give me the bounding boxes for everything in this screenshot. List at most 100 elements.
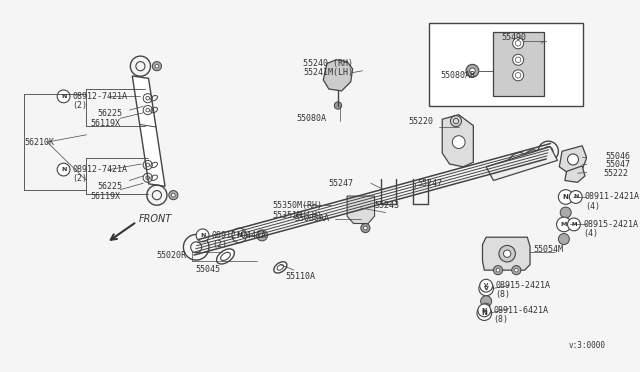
Text: 55350M(RH): 55350M(RH)	[272, 201, 322, 210]
Text: 08912-7421A: 08912-7421A	[73, 92, 128, 101]
Text: 55054M: 55054M	[534, 245, 564, 254]
Circle shape	[452, 136, 465, 148]
Polygon shape	[442, 115, 474, 167]
Text: 08915-2421A: 08915-2421A	[495, 281, 550, 290]
Text: 55220: 55220	[408, 116, 433, 126]
Polygon shape	[483, 237, 530, 270]
Circle shape	[152, 62, 161, 71]
Text: V: V	[484, 286, 488, 291]
Circle shape	[481, 296, 492, 307]
Circle shape	[478, 304, 491, 317]
Circle shape	[513, 54, 524, 65]
Text: 08911-2421A: 08911-2421A	[585, 192, 640, 202]
Ellipse shape	[216, 249, 234, 264]
Circle shape	[466, 64, 479, 77]
Ellipse shape	[523, 150, 537, 162]
Text: 08912-7421A: 08912-7421A	[73, 165, 128, 174]
Text: (2): (2)	[73, 174, 88, 183]
Text: 08912-9441A: 08912-9441A	[212, 231, 267, 240]
Circle shape	[568, 154, 579, 165]
Text: 56225: 56225	[97, 109, 122, 118]
Text: N: N	[481, 310, 487, 316]
Text: N: N	[61, 167, 67, 172]
Circle shape	[570, 190, 582, 203]
Circle shape	[496, 268, 500, 272]
Circle shape	[477, 306, 492, 320]
Circle shape	[557, 217, 572, 232]
Text: 56210K: 56210K	[24, 138, 54, 147]
Text: 55080A: 55080A	[296, 114, 326, 123]
Circle shape	[515, 41, 521, 46]
Circle shape	[232, 228, 246, 243]
Circle shape	[480, 279, 493, 292]
Circle shape	[558, 234, 570, 244]
Bar	[429, 23, 583, 106]
Text: 55247: 55247	[328, 179, 353, 188]
Circle shape	[470, 68, 475, 74]
Bar	[493, 32, 544, 96]
Text: 55080AA: 55080AA	[294, 214, 329, 224]
Text: M: M	[561, 222, 567, 227]
Text: 08911-6421A: 08911-6421A	[493, 306, 548, 315]
Polygon shape	[559, 146, 587, 173]
Text: (8): (8)	[493, 315, 508, 324]
Text: M: M	[571, 222, 577, 227]
Text: 55247: 55247	[417, 179, 442, 188]
Circle shape	[260, 233, 264, 238]
Text: N: N	[482, 308, 487, 313]
Circle shape	[512, 266, 521, 275]
Polygon shape	[565, 166, 585, 182]
Circle shape	[513, 38, 524, 49]
Text: 55240 (RH): 55240 (RH)	[303, 59, 353, 68]
Circle shape	[57, 163, 70, 176]
Text: 55241M(LH): 55241M(LH)	[303, 68, 353, 77]
Text: N: N	[573, 195, 579, 199]
Text: 55351M(LH): 55351M(LH)	[272, 211, 322, 220]
Text: 55045: 55045	[195, 265, 220, 274]
Polygon shape	[323, 60, 353, 91]
Circle shape	[479, 281, 493, 296]
Text: 55020R: 55020R	[157, 251, 187, 260]
Polygon shape	[132, 76, 165, 186]
Circle shape	[169, 190, 178, 200]
Circle shape	[515, 73, 521, 78]
Text: 55490: 55490	[502, 33, 527, 42]
Text: 55222: 55222	[604, 169, 628, 178]
Circle shape	[483, 303, 490, 310]
Text: 55080AB: 55080AB	[440, 71, 476, 80]
Text: 55047: 55047	[605, 160, 630, 170]
Text: N: N	[61, 94, 67, 99]
Text: N: N	[563, 194, 569, 200]
Circle shape	[499, 246, 515, 262]
Text: 56225: 56225	[97, 182, 122, 192]
Circle shape	[361, 224, 370, 232]
Text: 56119X: 56119X	[90, 192, 120, 202]
Circle shape	[513, 70, 524, 81]
Text: (4): (4)	[583, 229, 598, 238]
Text: FRONT: FRONT	[139, 214, 172, 224]
Text: (2): (2)	[212, 240, 227, 249]
Circle shape	[568, 218, 580, 231]
Circle shape	[493, 266, 502, 275]
Circle shape	[364, 226, 367, 230]
Text: 08915-2421A: 08915-2421A	[583, 220, 638, 229]
Circle shape	[172, 193, 175, 197]
Circle shape	[560, 207, 572, 218]
Ellipse shape	[508, 153, 524, 166]
Circle shape	[57, 90, 70, 103]
Text: (2): (2)	[73, 101, 88, 110]
Text: 56119X: 56119X	[90, 119, 120, 128]
Circle shape	[515, 268, 518, 272]
Circle shape	[558, 190, 573, 204]
Circle shape	[515, 57, 521, 62]
Text: (8): (8)	[495, 290, 510, 299]
Circle shape	[334, 102, 342, 109]
Text: v:3:0000: v:3:0000	[568, 341, 605, 350]
Circle shape	[155, 64, 159, 68]
Text: 55110A: 55110A	[285, 272, 315, 281]
Text: N: N	[200, 233, 205, 238]
Text: V: V	[484, 283, 488, 288]
Polygon shape	[347, 196, 374, 224]
Circle shape	[504, 250, 511, 257]
Text: 55243: 55243	[374, 201, 399, 210]
